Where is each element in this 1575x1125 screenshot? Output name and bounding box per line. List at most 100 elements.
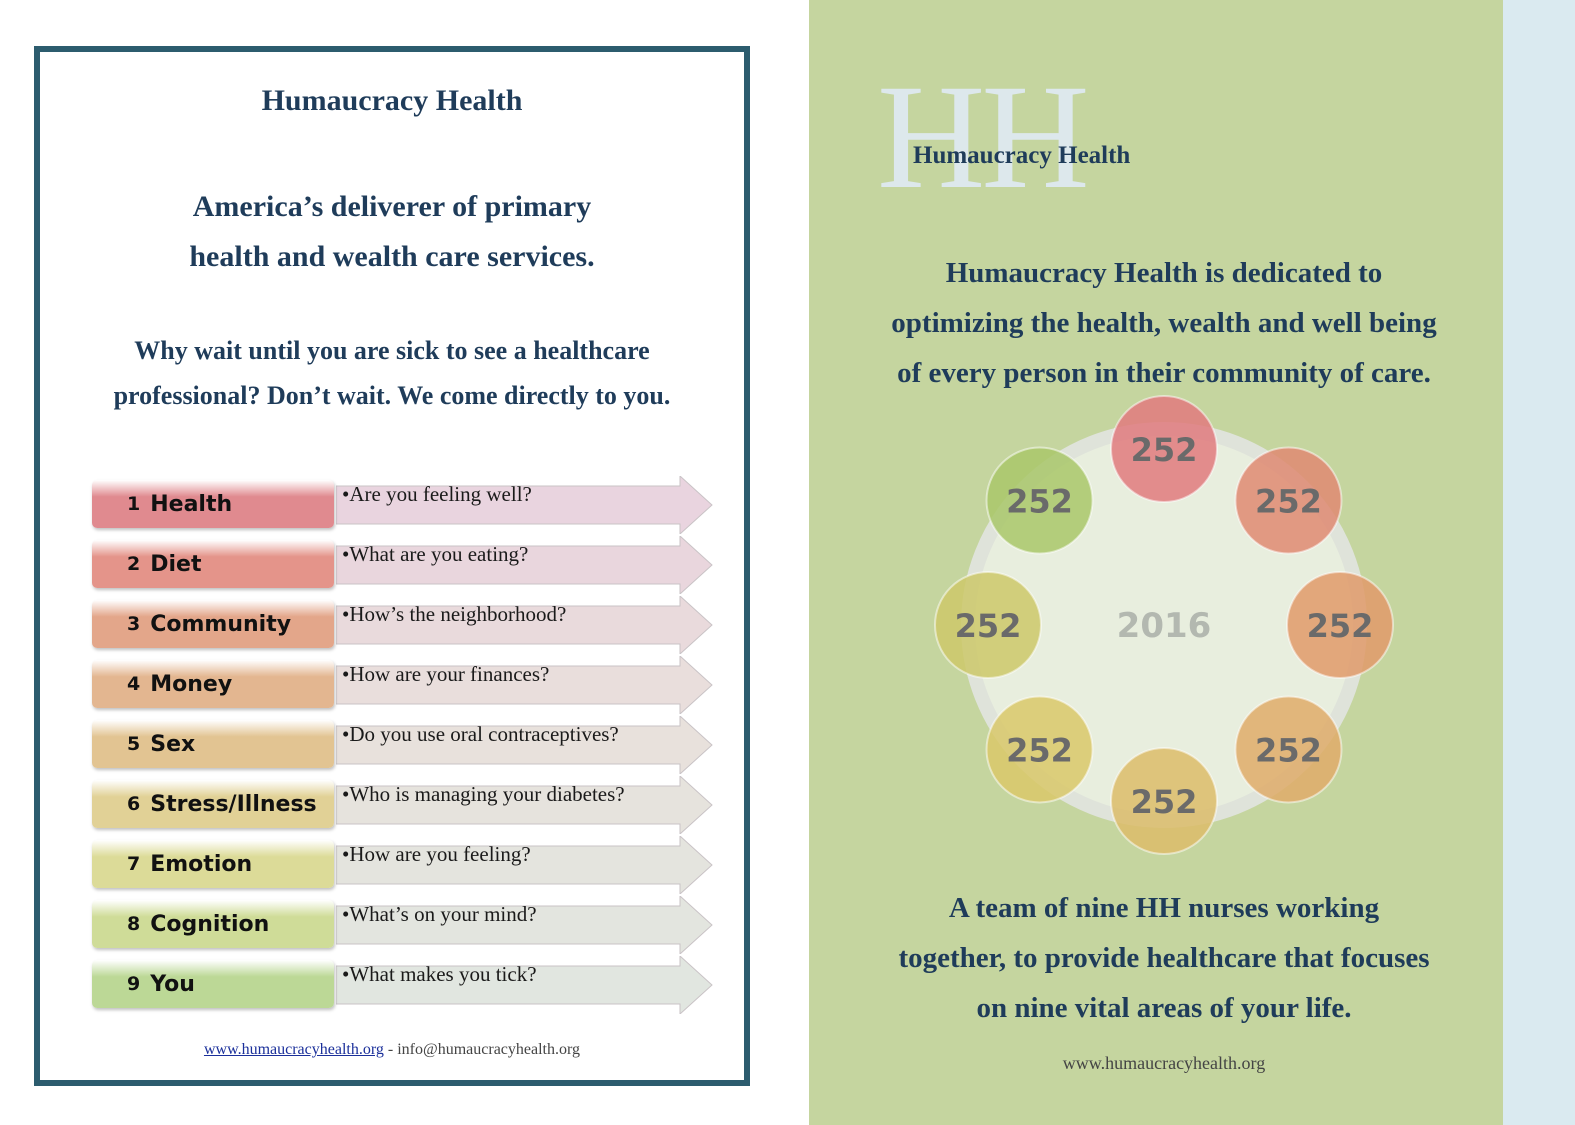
- area-number: 8: [127, 913, 141, 935]
- area-name: Diet: [150, 551, 202, 577]
- brochure-right-panel: HH Humaucracy Health Humaucracy Health i…: [809, 0, 1503, 1125]
- area-name: Money: [150, 671, 233, 697]
- area-number: 3: [127, 613, 141, 635]
- cycle-node: 252: [1110, 395, 1218, 503]
- area-number: 1: [127, 493, 141, 515]
- nine-areas-list: 1 Health •Are you feeling well? 2 Diet •What …: [92, 476, 722, 1016]
- cycle-node-circle: [1286, 571, 1394, 679]
- mission-statement: Humaucracy Health is dedicated to optimi…: [869, 248, 1459, 398]
- cycle-node-label: 252: [1255, 483, 1322, 521]
- cycle-node: 252: [934, 571, 1042, 679]
- area-number: 5: [127, 733, 141, 755]
- arrow-shape: [336, 596, 713, 654]
- area-number: 4: [127, 673, 141, 695]
- area-name: Community: [150, 611, 292, 637]
- cycle-node-circle: [934, 571, 1042, 679]
- tagline-line-2: health and wealth care services.: [189, 240, 595, 273]
- right-footer-website: www.humaucracyhealth.org: [1062, 1053, 1266, 1073]
- mission-line-1: Humaucracy Health is dedicated to: [945, 257, 1383, 289]
- cycle-node: 252: [1286, 571, 1394, 679]
- cycle-node-circle: [1234, 695, 1343, 804]
- area-label: 1 Health: [92, 480, 334, 528]
- area-row: 2 Diet •What are you eating?: [92, 536, 722, 596]
- arrow-shape: [336, 716, 713, 774]
- mission-line-3: of every person in their community of ca…: [897, 357, 1431, 389]
- footer-separator: -: [383, 1041, 398, 1058]
- area-name: Stress/Illness: [150, 791, 317, 817]
- area-question: •Do you use oral contraceptives?: [342, 722, 619, 746]
- area-row: 8 Cognition •What’s on your mind?: [92, 896, 722, 956]
- team-line-3: on nine vital areas of your life.: [976, 992, 1352, 1024]
- tagline: America’s deliverer of primary health an…: [40, 182, 744, 282]
- left-footer: www.humaucracyhealth.org - info@humaucra…: [40, 1041, 744, 1059]
- why-line-1: Why wait until you are sick to see a hea…: [134, 336, 650, 365]
- area-label: 4 Money: [92, 660, 334, 708]
- area-question: •Who is managing your diabetes?: [342, 782, 625, 806]
- area-question: •How’s the neighborhood?: [342, 602, 567, 626]
- arrow-shape: [336, 836, 713, 894]
- brand-name: Humaucracy Health: [913, 142, 1131, 169]
- cycle-node: 252: [1234, 446, 1343, 555]
- cycle-center-label: 2016: [1117, 606, 1212, 646]
- area-name: Cognition: [150, 911, 270, 937]
- brochure-left-panel: Humaucracy Health America’s deliverer of…: [34, 46, 750, 1086]
- area-label: 7 Emotion: [92, 840, 334, 888]
- area-name: You: [150, 971, 195, 997]
- area-label: 5 Sex: [92, 720, 334, 768]
- right-edge-strip: [1503, 0, 1575, 1125]
- area-row: 9 You •What makes you tick?: [92, 956, 722, 1016]
- area-number: 6: [127, 793, 141, 815]
- arrow-shape: [336, 476, 713, 534]
- area-row: 3 Community •How’s the neighborhood?: [92, 596, 722, 656]
- mission-line-2: optimizing the health, wealth and well b…: [891, 307, 1437, 339]
- hh-watermark-logo: HH: [877, 54, 1090, 220]
- area-label: 2 Diet: [92, 540, 334, 588]
- area-question: •Are you feeling well?: [342, 482, 532, 506]
- cycle-node-circle: [1234, 446, 1343, 555]
- cycle-node: 252: [985, 446, 1094, 555]
- why-wait-text: Why wait until you are sick to see a hea…: [40, 328, 744, 418]
- cycle-node-circle: [985, 446, 1094, 555]
- area-question: •What are you eating?: [342, 542, 529, 566]
- area-label: 6 Stress/Illness: [92, 780, 334, 828]
- cycle-node-label: 252: [1006, 483, 1073, 521]
- cycle-node-circle: [1110, 395, 1218, 503]
- area-number: 9: [127, 973, 141, 995]
- area-name: Sex: [150, 731, 196, 757]
- page-title: Humaucracy Health: [261, 84, 523, 117]
- team-statement: A team of nine HH nurses working togethe…: [869, 883, 1459, 1033]
- cycle-node-circle: [1110, 747, 1218, 855]
- area-row: 1 Health •Are you feeling well?: [92, 476, 722, 536]
- team-line-2: together, to provide healthcare that foc…: [898, 942, 1430, 974]
- area-row: 5 Sex •Do you use oral contraceptives?: [92, 716, 722, 776]
- team-line-1: A team of nine HH nurses working: [948, 892, 1380, 924]
- tagline-line-1: America’s deliverer of primary: [192, 190, 592, 223]
- cycle-node-label: 252: [955, 607, 1022, 645]
- cycle-node-label: 252: [1006, 731, 1073, 769]
- cycle-node-label: 252: [1131, 431, 1198, 469]
- cycle-diagram: 2016 252 252 252 252 252 252 252 252: [934, 395, 1394, 855]
- arrow-shape: [336, 896, 713, 954]
- arrow-shape: [336, 956, 713, 1014]
- area-label: 9 You: [92, 960, 334, 1008]
- cycle-node: 252: [985, 695, 1094, 804]
- cycle-node-label: 252: [1131, 783, 1198, 821]
- area-label: 3 Community: [92, 600, 334, 648]
- area-question: •What makes you tick?: [342, 962, 537, 986]
- area-label: 8 Cognition: [92, 900, 334, 948]
- website-link[interactable]: www.humaucracyhealth.org: [203, 1041, 384, 1058]
- area-row: 7 Emotion •How are you feeling?: [92, 836, 722, 896]
- cycle-node: 252: [1110, 747, 1218, 855]
- cycle-node-circle: [985, 695, 1094, 804]
- area-question: •How are your finances?: [342, 662, 550, 686]
- area-question: •How are you feeling?: [342, 842, 531, 866]
- area-number: 7: [127, 853, 141, 875]
- arrow-shape: [336, 656, 713, 714]
- arrow-shape: [336, 776, 713, 834]
- email-address: info@humaucracyhealth.org: [397, 1041, 581, 1058]
- area-row: 4 Money •How are your finances?: [92, 656, 722, 716]
- area-number: 2: [127, 553, 141, 575]
- area-name: Health: [150, 491, 233, 517]
- area-row: 6 Stress/Illness •Who is managing your dia…: [92, 776, 722, 836]
- area-name: Emotion: [150, 851, 253, 877]
